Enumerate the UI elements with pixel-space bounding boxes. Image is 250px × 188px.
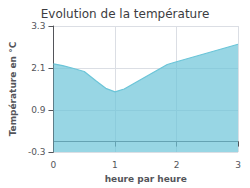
svg-text:-0.3: -0.3	[28, 147, 46, 157]
svg-text:3.3: 3.3	[31, 21, 45, 31]
svg-text:2: 2	[174, 160, 180, 170]
svg-text:3: 3	[235, 160, 241, 170]
svg-text:2.1: 2.1	[31, 63, 45, 73]
svg-text:Evolution de la température: Evolution de la température	[41, 7, 210, 21]
svg-text:Température en °C: Température en °C	[8, 41, 18, 136]
svg-text:heure par heure: heure par heure	[105, 174, 187, 184]
svg-text:0.9: 0.9	[31, 105, 46, 115]
svg-text:1: 1	[112, 160, 118, 170]
svg-text:0: 0	[51, 160, 57, 170]
